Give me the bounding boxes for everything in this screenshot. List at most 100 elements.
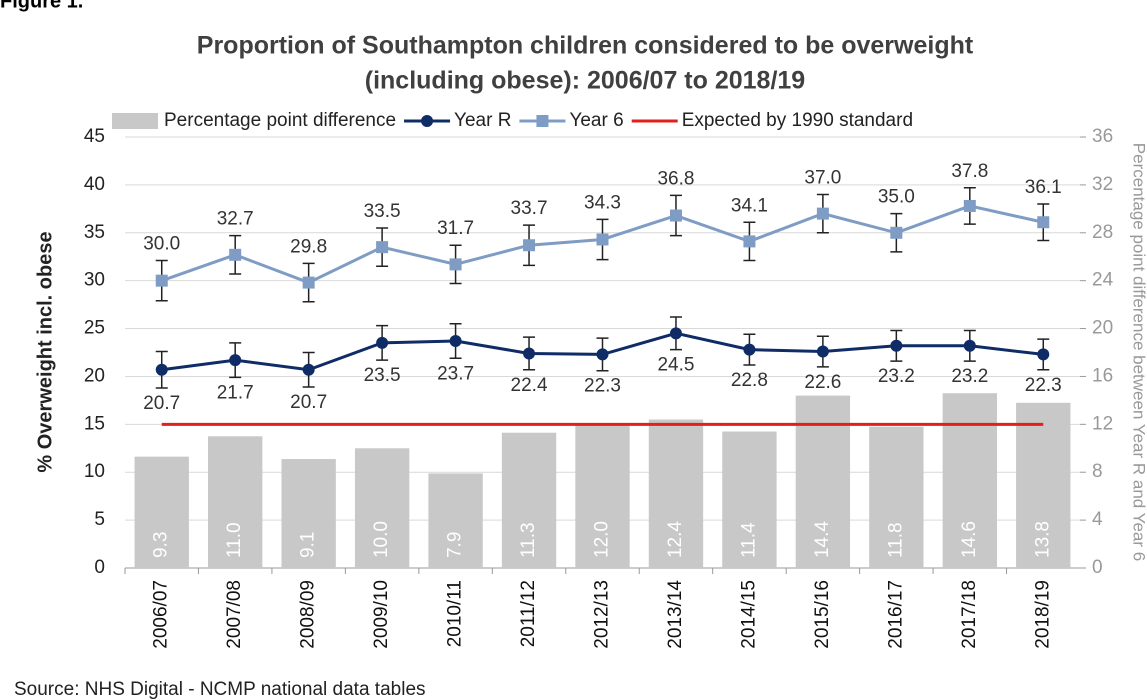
data-label: 30.0 <box>143 234 180 255</box>
marker <box>596 233 609 246</box>
data-label: 22.8 <box>731 370 768 391</box>
data-label: 23.5 <box>364 365 401 386</box>
y2-tick-label: 16 <box>1092 365 1113 386</box>
data-label: 29.8 <box>290 236 327 257</box>
bar <box>134 456 189 568</box>
data-label: 21.7 <box>217 382 254 403</box>
marker <box>743 235 756 248</box>
y2-tick-label: 0 <box>1092 557 1103 578</box>
data-label: 22.4 <box>511 375 548 396</box>
marker <box>229 248 242 261</box>
bar-value-label: 11.4 <box>738 522 759 558</box>
marker <box>963 199 976 212</box>
marker <box>816 207 829 220</box>
legend-marker <box>421 115 434 127</box>
y-tick-label: 10 <box>84 461 105 482</box>
y2-tick-label: 28 <box>1092 222 1113 243</box>
data-label: 20.7 <box>143 393 180 414</box>
y-tick-label: 5 <box>94 509 105 530</box>
y2-tick-label: 20 <box>1092 318 1113 339</box>
marker <box>523 239 536 252</box>
bar <box>1016 402 1071 568</box>
bar-value-label: 11.8 <box>885 522 906 558</box>
data-label: 23.2 <box>951 366 988 387</box>
y-tick-label: 30 <box>84 270 105 291</box>
marker <box>376 336 389 349</box>
bar-value-label: 14.6 <box>959 521 980 558</box>
data-label: 34.1 <box>731 195 768 216</box>
data-label: 23.7 <box>437 363 474 384</box>
data-label: 22.3 <box>1025 375 1062 396</box>
data-label: 32.7 <box>217 209 254 230</box>
marker <box>669 209 682 222</box>
y-tick-label: 35 <box>84 222 105 243</box>
marker <box>449 258 462 271</box>
data-label: 35.0 <box>878 187 915 208</box>
marker <box>596 348 609 361</box>
marker <box>155 274 168 287</box>
x-tick-label: 2014/15 <box>738 580 759 649</box>
data-label: 37.8 <box>951 161 988 182</box>
bar-value-label: 11.0 <box>224 522 245 558</box>
marker <box>963 339 976 352</box>
bar-value-label: 14.4 <box>812 521 833 558</box>
data-label: 36.8 <box>657 168 694 189</box>
x-tick-label: 2009/10 <box>371 580 392 649</box>
bar-value-label: 12.0 <box>592 521 613 558</box>
bar <box>208 436 263 568</box>
bar-value-label: 12.4 <box>665 521 686 558</box>
data-label: 34.3 <box>584 192 621 213</box>
marker <box>302 363 315 376</box>
x-tick-label: 2012/13 <box>592 580 613 649</box>
bar <box>428 473 483 568</box>
bar <box>648 419 704 568</box>
bar-value-label: 7.9 <box>445 532 466 558</box>
marker <box>523 347 536 360</box>
bar <box>869 426 924 568</box>
y-tick-label: 15 <box>84 413 105 434</box>
bar <box>942 393 997 568</box>
legend-label: Year R <box>454 110 511 131</box>
bar <box>575 424 630 568</box>
chart-title: Proportion of Southampton children consi… <box>197 32 974 60</box>
x-tick-label: 2016/17 <box>885 580 906 649</box>
y2-tick-label: 32 <box>1092 174 1113 195</box>
marker <box>816 345 829 358</box>
x-tick-label: 2007/08 <box>224 580 245 649</box>
source-note: Source: NHS Digital - NCMP national data… <box>14 679 426 700</box>
y2-axis-label: Percentage point difference between Year… <box>1130 143 1147 561</box>
bar-value-label: 10.0 <box>371 521 392 558</box>
y-tick-label: 0 <box>94 557 105 578</box>
y2-tick-label: 12 <box>1092 413 1113 434</box>
chart-title: (including obese): 2006/07 to 2018/19 <box>365 67 805 95</box>
data-label: 33.7 <box>511 198 548 219</box>
marker <box>449 335 462 348</box>
marker <box>1037 216 1050 229</box>
x-tick-label: 2015/16 <box>812 580 833 649</box>
marker <box>229 354 242 367</box>
marker <box>890 226 903 239</box>
marker <box>669 327 682 340</box>
bar-value-label: 9.1 <box>298 532 319 558</box>
data-label: 22.3 <box>584 376 621 397</box>
y2-tick-label: 8 <box>1092 461 1103 482</box>
data-label: 24.5 <box>657 355 694 376</box>
marker <box>376 241 389 254</box>
y2-tick-label: 4 <box>1092 509 1103 530</box>
bar <box>722 431 777 568</box>
legend-label: Expected by 1990 standard <box>682 110 913 131</box>
marker <box>1037 348 1050 361</box>
x-tick-label: 2011/12 <box>518 580 539 647</box>
legend-label: Year 6 <box>569 110 623 131</box>
y-tick-label: 25 <box>84 318 105 339</box>
y-tick-label: 40 <box>84 174 105 195</box>
bar-value-label: 9.3 <box>151 532 172 558</box>
legend-marker <box>536 115 549 127</box>
data-label: 36.1 <box>1025 177 1062 198</box>
data-label: 33.5 <box>364 201 401 222</box>
figure-label: Figure 1. <box>0 0 83 12</box>
marker <box>743 343 756 356</box>
y2-tick-label: 24 <box>1092 270 1114 291</box>
bar <box>501 432 557 568</box>
